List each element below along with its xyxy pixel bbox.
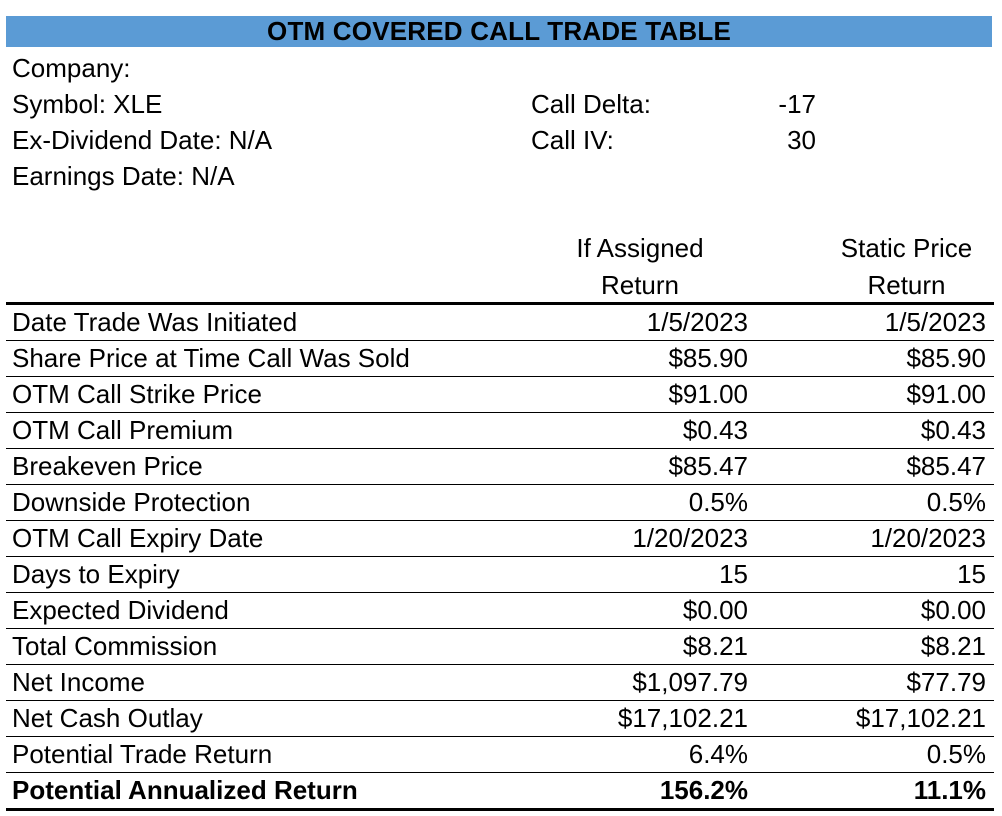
row-label: Expected Dividend [12, 595, 229, 625]
call-iv-label: Call IV: [531, 125, 614, 155]
static-value: 15 [957, 559, 986, 589]
table-row: OTM Call Strike Price $91.00 $91.00 [6, 377, 994, 413]
table-row-total: Potential Annualized Return 156.2% 11.1% [6, 773, 994, 811]
title-bar: OTM COVERED CALL TRADE TABLE [6, 16, 992, 47]
table-row: Net Income $1,097.79 $77.79 [6, 665, 994, 701]
if-assigned-value: 0.5% [688, 487, 748, 517]
row-label: OTM Call Strike Price [12, 379, 262, 409]
column-header-line1: If Assigned [576, 233, 704, 263]
static-value: $85.47 [906, 451, 986, 481]
if-assigned-value: 1/20/2023 [632, 523, 748, 553]
static-value: 0.5% [926, 487, 986, 517]
if-assigned-value: 156.2% [659, 775, 748, 805]
static-value: $0.00 [920, 595, 986, 625]
if-assigned-value: 1/5/2023 [646, 307, 748, 337]
row-label: Days to Expiry [12, 559, 180, 589]
if-assigned-value: $85.47 [668, 451, 748, 481]
table-row: Expected Dividend $0.00 $0.00 [6, 593, 994, 629]
if-assigned-value: 6.4% [688, 739, 748, 769]
column-header-if-assigned: If Assigned Return [540, 230, 740, 304]
row-label: OTM Call Premium [12, 415, 234, 445]
row-label: Total Commission [12, 631, 218, 661]
table-row: Potential Trade Return 6.4% 0.5% [6, 737, 994, 773]
row-label: OTM Call Expiry Date [12, 523, 264, 553]
symbol-line: Symbol: XLE [12, 89, 163, 119]
table-row: Downside Protection 0.5% 0.5% [6, 485, 994, 521]
static-value: $17,102.21 [855, 703, 986, 733]
table-title: OTM COVERED CALL TRADE TABLE [267, 16, 731, 46]
row-label: Net Income [12, 667, 145, 697]
call-iv-value: 30 [787, 125, 816, 155]
table-row: OTM Call Premium $0.43 $0.43 [6, 413, 994, 449]
if-assigned-value: $17,102.21 [617, 703, 748, 733]
static-value: 0.5% [926, 739, 986, 769]
if-assigned-value: $1,097.79 [632, 667, 748, 697]
static-value: $85.90 [906, 343, 986, 373]
call-delta-label: Call Delta: [531, 89, 651, 119]
table-row: Net Cash Outlay $17,102.21 $17,102.21 [6, 701, 994, 737]
row-label: Potential Trade Return [12, 739, 273, 769]
static-value: 1/5/2023 [884, 307, 986, 337]
column-header-static: Static Price Return [805, 230, 1002, 304]
call-stats-values: -17 30 [778, 86, 816, 158]
call-stats-labels: Call Delta: Call IV: [531, 86, 651, 158]
if-assigned-value: $0.43 [682, 415, 748, 445]
row-label: Potential Annualized Return [12, 775, 358, 805]
table-row: Share Price at Time Call Was Sold $85.90… [6, 341, 994, 377]
column-header-line2: Return [600, 270, 680, 300]
company-line: Company: [12, 53, 131, 83]
static-value: 11.1% [913, 775, 986, 805]
static-value: $91.00 [906, 379, 986, 409]
call-delta-value: -17 [778, 89, 816, 119]
earnings-line: Earnings Date: N/A [12, 161, 235, 191]
if-assigned-value: $85.90 [668, 343, 748, 373]
table-row: Date Trade Was Initiated 1/5/2023 1/5/20… [6, 305, 994, 341]
table-row: Days to Expiry 15 15 [6, 557, 994, 593]
static-value: 1/20/2023 [870, 523, 986, 553]
if-assigned-value: $0.00 [682, 595, 748, 625]
static-value: $8.21 [920, 631, 986, 661]
static-value: $77.79 [906, 667, 986, 697]
static-value: $0.43 [920, 415, 986, 445]
if-assigned-value: 15 [719, 559, 748, 589]
column-header-line2: Return [867, 270, 946, 300]
row-label: Downside Protection [12, 487, 251, 517]
if-assigned-value: $91.00 [668, 379, 748, 409]
trade-table: Date Trade Was Initiated 1/5/2023 1/5/20… [6, 302, 994, 811]
trade-info-left: Company: Symbol: XLE Ex-Dividend Date: N… [12, 50, 272, 194]
column-header-line1: Static Price [840, 233, 973, 263]
row-label: Breakeven Price [12, 451, 203, 481]
row-label: Share Price at Time Call Was Sold [12, 343, 410, 373]
table-row: Breakeven Price $85.47 $85.47 [6, 449, 994, 485]
table-row: OTM Call Expiry Date 1/20/2023 1/20/2023 [6, 521, 994, 557]
row-label: Date Trade Was Initiated [12, 307, 298, 337]
table-row: Total Commission $8.21 $8.21 [6, 629, 994, 665]
ex-dividend-line: Ex-Dividend Date: N/A [12, 125, 273, 155]
if-assigned-value: $8.21 [682, 631, 748, 661]
row-label: Net Cash Outlay [12, 703, 203, 733]
